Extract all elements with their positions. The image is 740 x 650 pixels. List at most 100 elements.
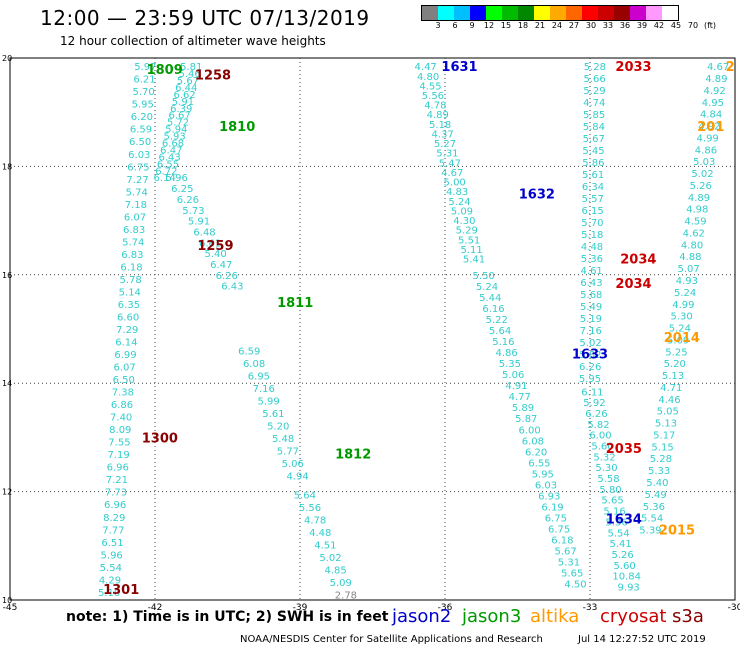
wave-height-color-scale [421, 5, 679, 21]
satellite-legend-jason3: jason3 [462, 606, 522, 627]
wave-height-value: 4.55 [419, 81, 441, 92]
wave-height-value: 6.14 [154, 173, 176, 184]
wave-height-value: 4.80 [417, 72, 439, 83]
generation-timestamp: Jul 14 12:27:52 UTC 2019 [578, 634, 706, 645]
wave-height-value: 6.75 [127, 162, 149, 173]
wave-height-value: 6.43 [221, 282, 243, 293]
wave-height-value: 5.74 [122, 237, 144, 248]
map-subtitle: 12 hour collection of altimeter wave hei… [60, 34, 326, 48]
wave-height-value: 5.82 [579, 350, 601, 361]
wave-height-value: 6.50 [113, 375, 135, 386]
wave-height-value: 4.50 [564, 580, 586, 591]
x-tick-label: -39 [293, 603, 308, 613]
wave-height-value: 6.44 [175, 83, 197, 94]
wave-height-value: 5.57 [582, 194, 604, 205]
wave-height-value: 5.65 [561, 569, 583, 580]
wave-height-value: 4.46 [658, 395, 680, 406]
wave-height-value: 5.17 [653, 430, 675, 441]
scale-label: 45 [670, 21, 682, 30]
track-pass-label: 1811 [277, 296, 313, 311]
wave-height-value: 5.44 [479, 293, 501, 304]
wave-height-value: 4.80 [681, 240, 703, 251]
wave-height-value: 6.61 [199, 238, 221, 249]
wave-height-value: 5.97 [134, 62, 156, 73]
wave-height-value: 4.92 [698, 122, 720, 133]
wave-height-value: 6.26 [216, 271, 238, 282]
wave-height-value: 5.51 [458, 235, 480, 246]
wave-height-value: 7.19 [107, 450, 129, 461]
wave-height-value: 6.72 [155, 166, 177, 177]
wave-height-value: 5.86 [582, 158, 604, 169]
wave-height-value: 4.99 [672, 300, 694, 311]
track-pass-label: 2014 [664, 331, 700, 346]
track-pass-label: 201 [697, 120, 724, 135]
wave-height-value: 6.16 [482, 304, 504, 315]
wave-height-value: 6.26 [177, 195, 199, 206]
wave-height-value: 6.48 [193, 227, 215, 238]
wave-height-value: 5.29 [456, 226, 478, 237]
track-pass-label: 1259 [197, 239, 233, 254]
wave-height-value: 6.18 [551, 536, 573, 547]
y-tick-label: 18 [2, 162, 12, 171]
wave-height-value: 7.40 [110, 413, 132, 424]
wave-height-value: 4.93 [676, 276, 698, 287]
wave-height-value: 6.34 [582, 182, 604, 193]
satellite-legend-jason2: jason2 [392, 606, 452, 627]
wave-height-value: 6.20 [131, 112, 153, 123]
track-pass-label: 1301 [103, 583, 139, 598]
scale-swatch [438, 6, 454, 20]
wave-height-value: 5.96 [101, 550, 123, 561]
wave-height-value: 5.64 [489, 326, 511, 337]
wave-height-value: 6.47 [160, 145, 182, 156]
wave-height-value: 8.29 [103, 513, 125, 524]
wave-height-value: 6.15 [581, 206, 603, 217]
scale-label: 39 [636, 21, 648, 30]
wave-height-value: 5.33 [648, 466, 670, 477]
scale-swatch [518, 6, 534, 20]
scale-swatch [630, 6, 646, 20]
wave-height-value: 4.88 [679, 252, 701, 263]
wave-height-value: 5.30 [595, 463, 617, 474]
wave-height-value: 4.30 [453, 216, 475, 227]
wave-height-value: 4.67 [707, 62, 729, 73]
wave-height-value: 5.67 [583, 134, 605, 145]
wave-height-value: 5.40 [646, 478, 668, 489]
wave-height-value: 5.78 [120, 275, 142, 286]
wave-height-value: 6.75 [548, 525, 570, 536]
wave-height-value: 5.94 [165, 125, 187, 136]
wave-height-value: 5.61 [262, 409, 284, 420]
wave-height-value: 5.30 [671, 312, 693, 323]
scale-label: 15 [500, 21, 512, 30]
wave-height-value: 5.61 [582, 170, 604, 181]
wave-height-value: 5.28 [584, 62, 606, 73]
wave-height-value: 6.03 [128, 150, 150, 161]
wave-height-value: 5.92 [583, 398, 605, 409]
wave-height-value: 7.29 [116, 325, 138, 336]
wave-height-value: 4.59 [684, 217, 706, 228]
scale-label: 42 [653, 21, 665, 30]
wave-height-value: 5.72 [167, 118, 189, 129]
track-pass-label: 1632 [519, 188, 555, 203]
wave-height-value: 5.09 [451, 206, 473, 217]
scale-swatch [550, 6, 566, 20]
wave-height-value: 6.39 [170, 104, 192, 115]
wave-height-value: 5.73 [182, 206, 204, 217]
wave-height-value: 5.10 [98, 588, 120, 599]
wave-height-value: 6.62 [173, 90, 195, 101]
wave-height-value: 4.71 [660, 383, 682, 394]
wave-height-value: 6.60 [117, 312, 139, 323]
wave-height-value: 5.31 [436, 149, 458, 160]
wave-height-value: 5.95 [579, 374, 601, 385]
wave-height-value: 5.84 [583, 122, 605, 133]
wave-height-value: 6.35 [118, 300, 140, 311]
wave-height-value: 4.95 [702, 98, 724, 109]
wave-height-value: 6.07 [124, 212, 146, 223]
wave-height-value: 4.92 [703, 86, 725, 97]
wave-height-value: 5.81 [180, 62, 202, 73]
wave-height-value: 5.48 [272, 434, 294, 445]
wave-height-value: 6.93 [538, 491, 560, 502]
wave-height-value: 4.98 [686, 205, 708, 216]
wave-height-value: 4.61 [581, 266, 603, 277]
wave-height-value: 6.86 [111, 400, 133, 411]
